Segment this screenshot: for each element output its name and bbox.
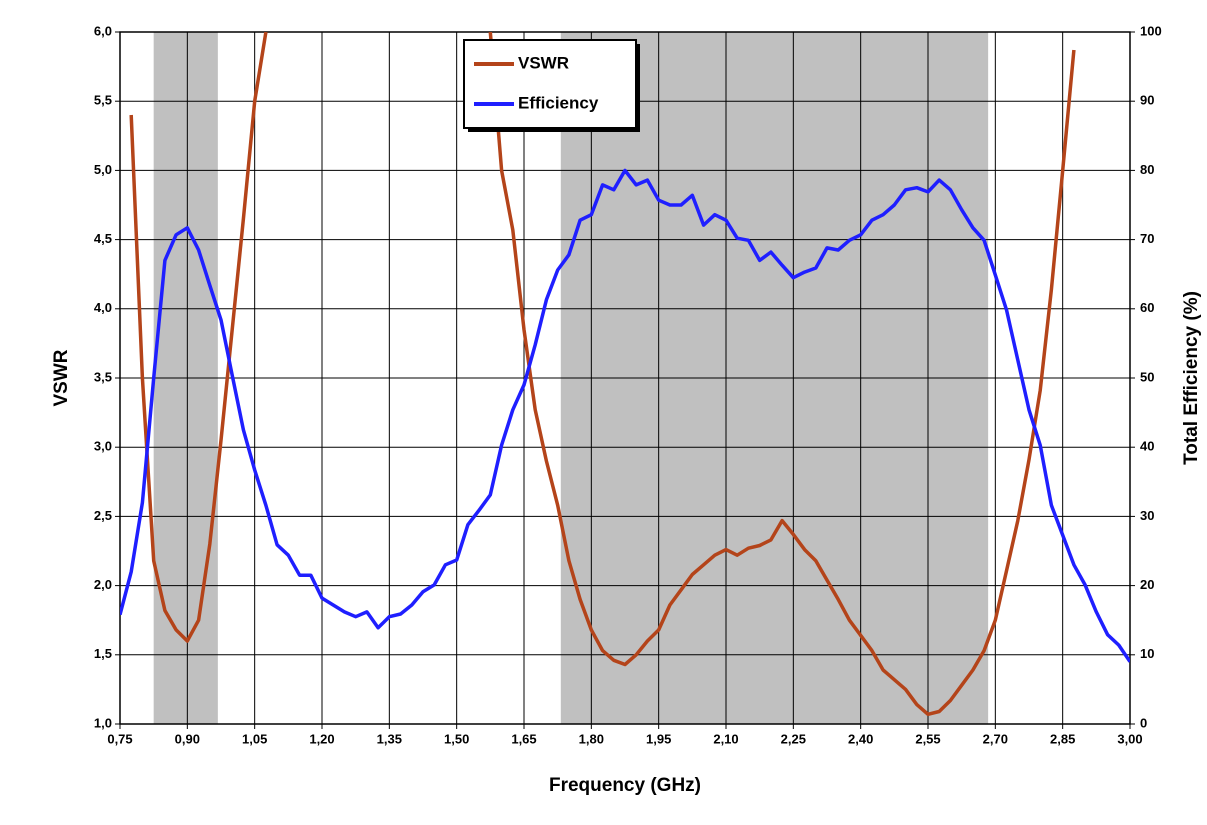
- legend-label: Efficiency: [518, 93, 599, 112]
- y2-tick-label: 90: [1140, 93, 1154, 108]
- x-tick-label: 3,00: [1117, 731, 1142, 746]
- x-axis-title: Frequency (GHz): [549, 775, 701, 796]
- y-tick-label: 4,5: [94, 231, 112, 246]
- x-tick-label: 1,50: [444, 731, 469, 746]
- y-tick-label: 5,5: [94, 93, 112, 108]
- y2-tick-label: 50: [1140, 369, 1154, 384]
- series-line: [129, 32, 1076, 717]
- x-tick-label: 2,70: [983, 731, 1008, 746]
- y2-tick-label: 100: [1140, 23, 1162, 38]
- x-tick-label: 2,85: [1050, 731, 1075, 746]
- y-tick-label: 2,0: [94, 577, 112, 592]
- legend-label: VSWR: [518, 53, 569, 72]
- x-tick-label: 1,35: [377, 731, 402, 746]
- y2-tick-label: 70: [1140, 231, 1154, 246]
- x-tick-label: 2,40: [848, 731, 873, 746]
- y-tick-label: 3,5: [94, 369, 112, 384]
- y-tick-label: 3,0: [94, 439, 112, 454]
- x-tick-label: 1,80: [579, 731, 604, 746]
- y-tick-label: 6,0: [94, 23, 112, 38]
- y2-tick-label: 20: [1140, 577, 1154, 592]
- y-tick-label: 1,5: [94, 646, 112, 661]
- y2-tick-label: 10: [1140, 646, 1154, 661]
- x-tick-label: 1,05: [242, 731, 267, 746]
- y2-tick-label: 80: [1140, 162, 1154, 177]
- y-tick-label: 5,0: [94, 162, 112, 177]
- y-axis-title: VSWR: [51, 349, 72, 406]
- y-tick-label: 4,0: [94, 300, 112, 315]
- plot-frame: [119, 31, 1131, 725]
- y-tick-label: 1,0: [94, 715, 112, 730]
- x-tick-label: 1,20: [309, 731, 334, 746]
- x-tick-label: 0,75: [107, 731, 132, 746]
- x-tick-label: 1,95: [646, 731, 671, 746]
- y2-tick-label: 40: [1140, 439, 1154, 454]
- x-tick-label: 1,65: [511, 731, 536, 746]
- x-tick-label: 0,90: [175, 731, 200, 746]
- y-tick-label: 2,5: [94, 508, 112, 523]
- y2-tick-label: 0: [1140, 715, 1147, 730]
- x-tick-label: 2,10: [713, 731, 738, 746]
- x-tick-label: 2,55: [915, 731, 940, 746]
- legend-box: [463, 39, 637, 129]
- x-tick-label: 2,25: [781, 731, 806, 746]
- series-line: [120, 168, 1130, 663]
- y2-tick-label: 60: [1140, 300, 1154, 315]
- y2-tick-label: 30: [1140, 508, 1154, 523]
- y2-axis-title: Total Efficiency (%): [1181, 291, 1202, 465]
